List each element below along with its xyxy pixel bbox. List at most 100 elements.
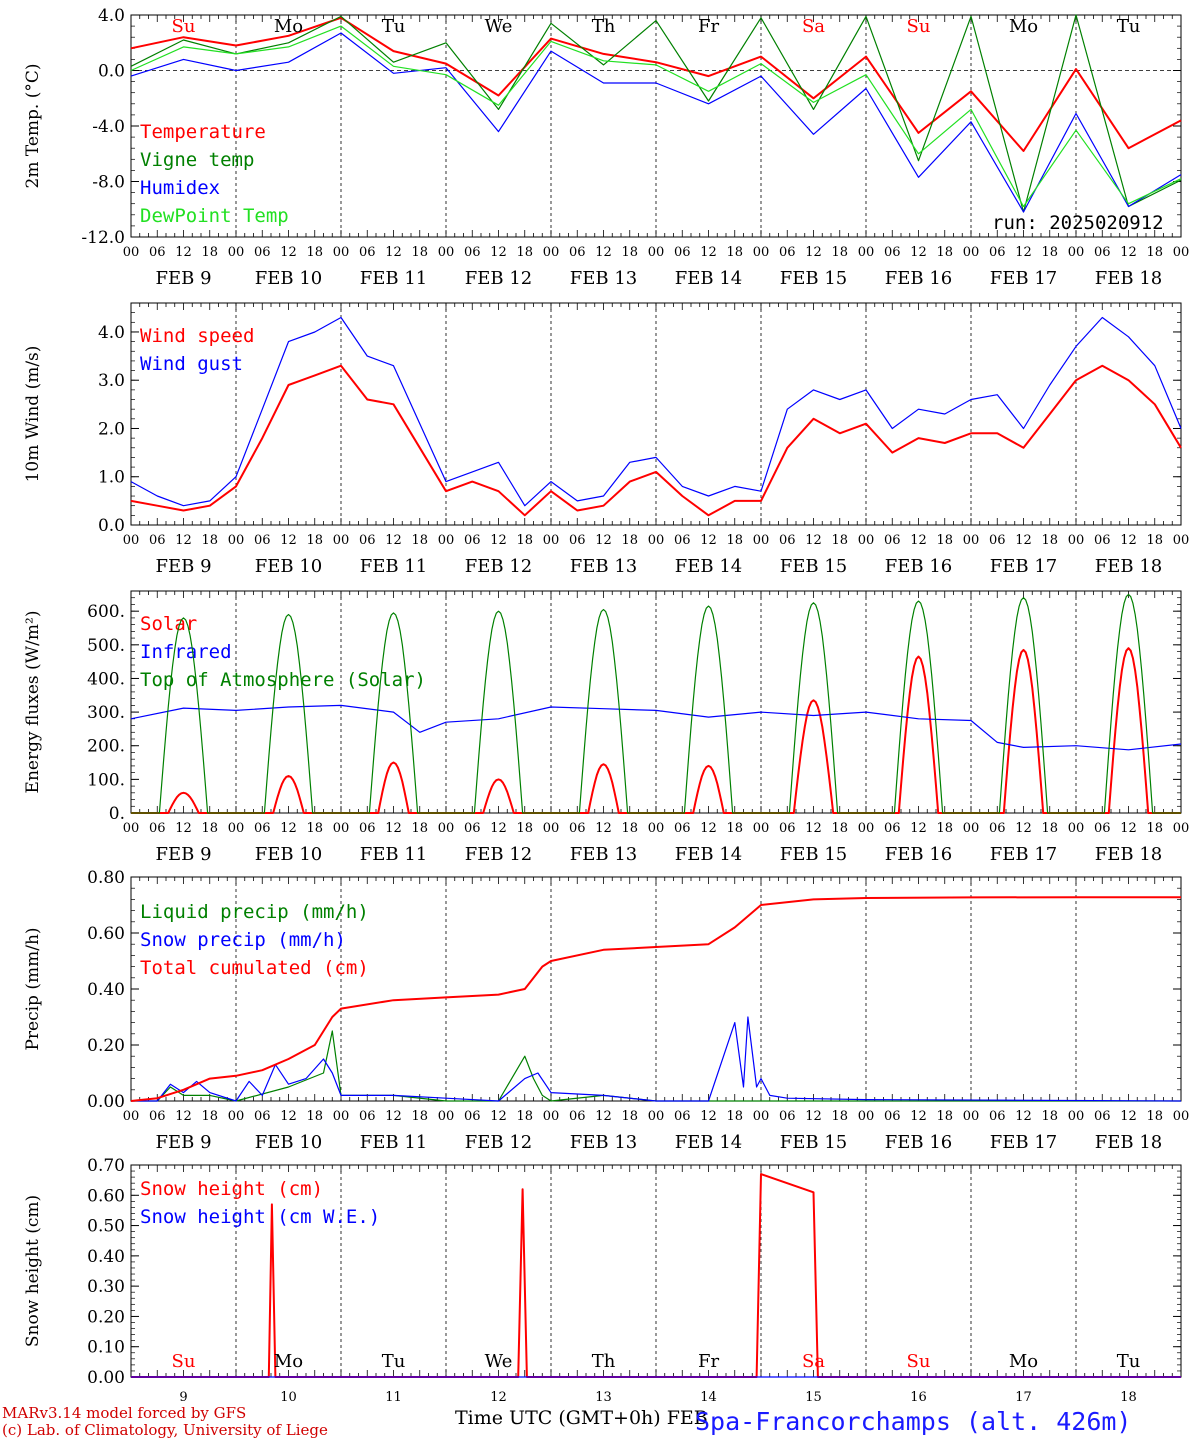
hour-tick-label: 18	[831, 1109, 848, 1124]
date-label: FEB 15	[780, 844, 847, 865]
weekday-label: Tu	[1117, 1351, 1141, 1372]
hour-tick-label: 18	[1041, 533, 1058, 548]
weekday-label: Mo	[1009, 1351, 1038, 1372]
hour-tick-label: 18	[726, 1109, 743, 1124]
hour-tick-label: 12	[805, 1109, 822, 1124]
hour-tick-label: 18	[621, 533, 638, 548]
hour-tick-label: 00	[333, 821, 350, 836]
legend-entry: Vigne temp	[140, 149, 254, 171]
hour-tick-label: 12	[1120, 533, 1137, 548]
y-tick-label: 500.	[87, 636, 125, 656]
hour-tick-label: 12	[595, 533, 612, 548]
hour-tick-label: 18	[201, 245, 218, 260]
hour-tick-label: 12	[175, 821, 192, 836]
hour-tick-label: 06	[779, 245, 796, 260]
hour-tick-label: 00	[333, 245, 350, 260]
hour-tick-label: 00	[228, 1109, 245, 1124]
hour-tick-label: 18	[411, 533, 428, 548]
y-tick-label: 0.50	[87, 1217, 125, 1237]
series-line-1	[131, 1173, 1181, 1378]
hour-tick-label: 06	[359, 821, 376, 836]
hour-tick-label: 18	[516, 533, 533, 548]
weekday-label: Sa	[802, 16, 825, 37]
day-number-label: 16	[910, 1390, 927, 1405]
y-tick-label: 0.40	[87, 980, 125, 1000]
date-label: FEB 13	[570, 844, 637, 865]
y-tick-label: 0.30	[87, 1277, 125, 1297]
hour-tick-label: 06	[569, 245, 586, 260]
hour-tick-label: 12	[385, 821, 402, 836]
weekday-label: We	[485, 1351, 513, 1372]
hour-tick-label: 18	[516, 245, 533, 260]
date-label: FEB 18	[1095, 844, 1162, 865]
hour-tick-label: 06	[779, 821, 796, 836]
station-title: Spa-Francorchamps (alt. 426m)	[695, 1407, 1132, 1436]
date-label: FEB 18	[1095, 268, 1162, 289]
date-label: FEB 11	[360, 1132, 427, 1153]
hour-tick-label: 06	[674, 533, 691, 548]
hour-tick-label: 12	[1015, 245, 1032, 260]
hour-tick-label: 12	[1015, 821, 1032, 836]
date-label: FEB 12	[465, 268, 532, 289]
date-label: FEB 16	[885, 844, 952, 865]
series-line-2	[130, 316, 1182, 507]
hour-tick-label: 18	[306, 245, 323, 260]
hour-tick-label: 00	[123, 821, 140, 836]
hour-tick-label: 12	[1120, 821, 1137, 836]
date-label: FEB 18	[1095, 1132, 1162, 1153]
series-line-3	[131, 593, 1181, 814]
run-label: run: 2025020912	[992, 212, 1164, 234]
date-label: FEB 9	[155, 1132, 211, 1153]
hour-tick-label: 18	[621, 1109, 638, 1124]
hour-tick-label: 18	[1041, 821, 1058, 836]
y-tick-label: 0.0	[98, 516, 125, 536]
model-credit: MARv3.14 model forced by GFS	[2, 1404, 246, 1422]
hour-tick-label: 00	[543, 1109, 560, 1124]
hour-tick-label: 12	[700, 245, 717, 260]
y-tick-label: 300.	[87, 703, 125, 723]
date-label: FEB 12	[465, 1132, 532, 1153]
y-tick-label: 0.0	[98, 62, 125, 82]
date-label: FEB 14	[675, 1132, 742, 1153]
hour-tick-label: 12	[490, 533, 507, 548]
hour-tick-label: 00	[963, 533, 980, 548]
hour-tick-label: 00	[1068, 245, 1085, 260]
y-tick-label: 0.40	[87, 1247, 125, 1267]
hour-tick-label: 00	[543, 533, 560, 548]
y-tick-label: 200.	[87, 737, 125, 757]
y-tick-label: 0.10	[87, 1338, 125, 1358]
hour-tick-label: 00	[333, 533, 350, 548]
date-label: FEB 10	[255, 1132, 322, 1153]
date-label: FEB 9	[155, 556, 211, 577]
weekday-label: Su	[907, 16, 931, 37]
hour-tick-label: 00	[1173, 245, 1190, 260]
hour-tick-label: 12	[385, 533, 402, 548]
date-label: FEB 14	[675, 556, 742, 577]
date-label: FEB 17	[990, 268, 1057, 289]
hour-tick-label: 00	[543, 821, 560, 836]
day-number-label: 14	[700, 1390, 717, 1405]
hour-tick-label: 18	[726, 245, 743, 260]
hour-tick-label: 12	[385, 245, 402, 260]
hour-tick-label: 00	[438, 533, 455, 548]
hour-tick-label: 00	[963, 821, 980, 836]
hour-tick-label: 06	[884, 245, 901, 260]
y-tick-label: 0.00	[87, 1092, 125, 1112]
hour-tick-label: 12	[910, 821, 927, 836]
hour-tick-label: 00	[1173, 533, 1190, 548]
y-tick-label: 400.	[87, 669, 125, 689]
hour-tick-label: 00	[123, 1109, 140, 1124]
y-tick-label: 1.0	[98, 468, 125, 488]
hour-tick-label: 06	[464, 821, 481, 836]
legend-entry: Top of Atmosphere (Solar)	[140, 669, 426, 691]
hour-tick-label: 12	[595, 1109, 612, 1124]
weekday-label: Th	[592, 16, 616, 37]
hour-tick-label: 00	[333, 1109, 350, 1124]
date-label: FEB 17	[990, 844, 1057, 865]
hour-tick-label: 06	[149, 821, 166, 836]
date-label: FEB 15	[780, 1132, 847, 1153]
hour-tick-label: 18	[1146, 245, 1163, 260]
hour-tick-label: 06	[359, 245, 376, 260]
hour-tick-label: 00	[228, 245, 245, 260]
panel-2: 4.0 3.0 2.0 1.0 0.0 10m Wind (m/s) 00 06 12 18 00 0…	[23, 302, 1190, 577]
